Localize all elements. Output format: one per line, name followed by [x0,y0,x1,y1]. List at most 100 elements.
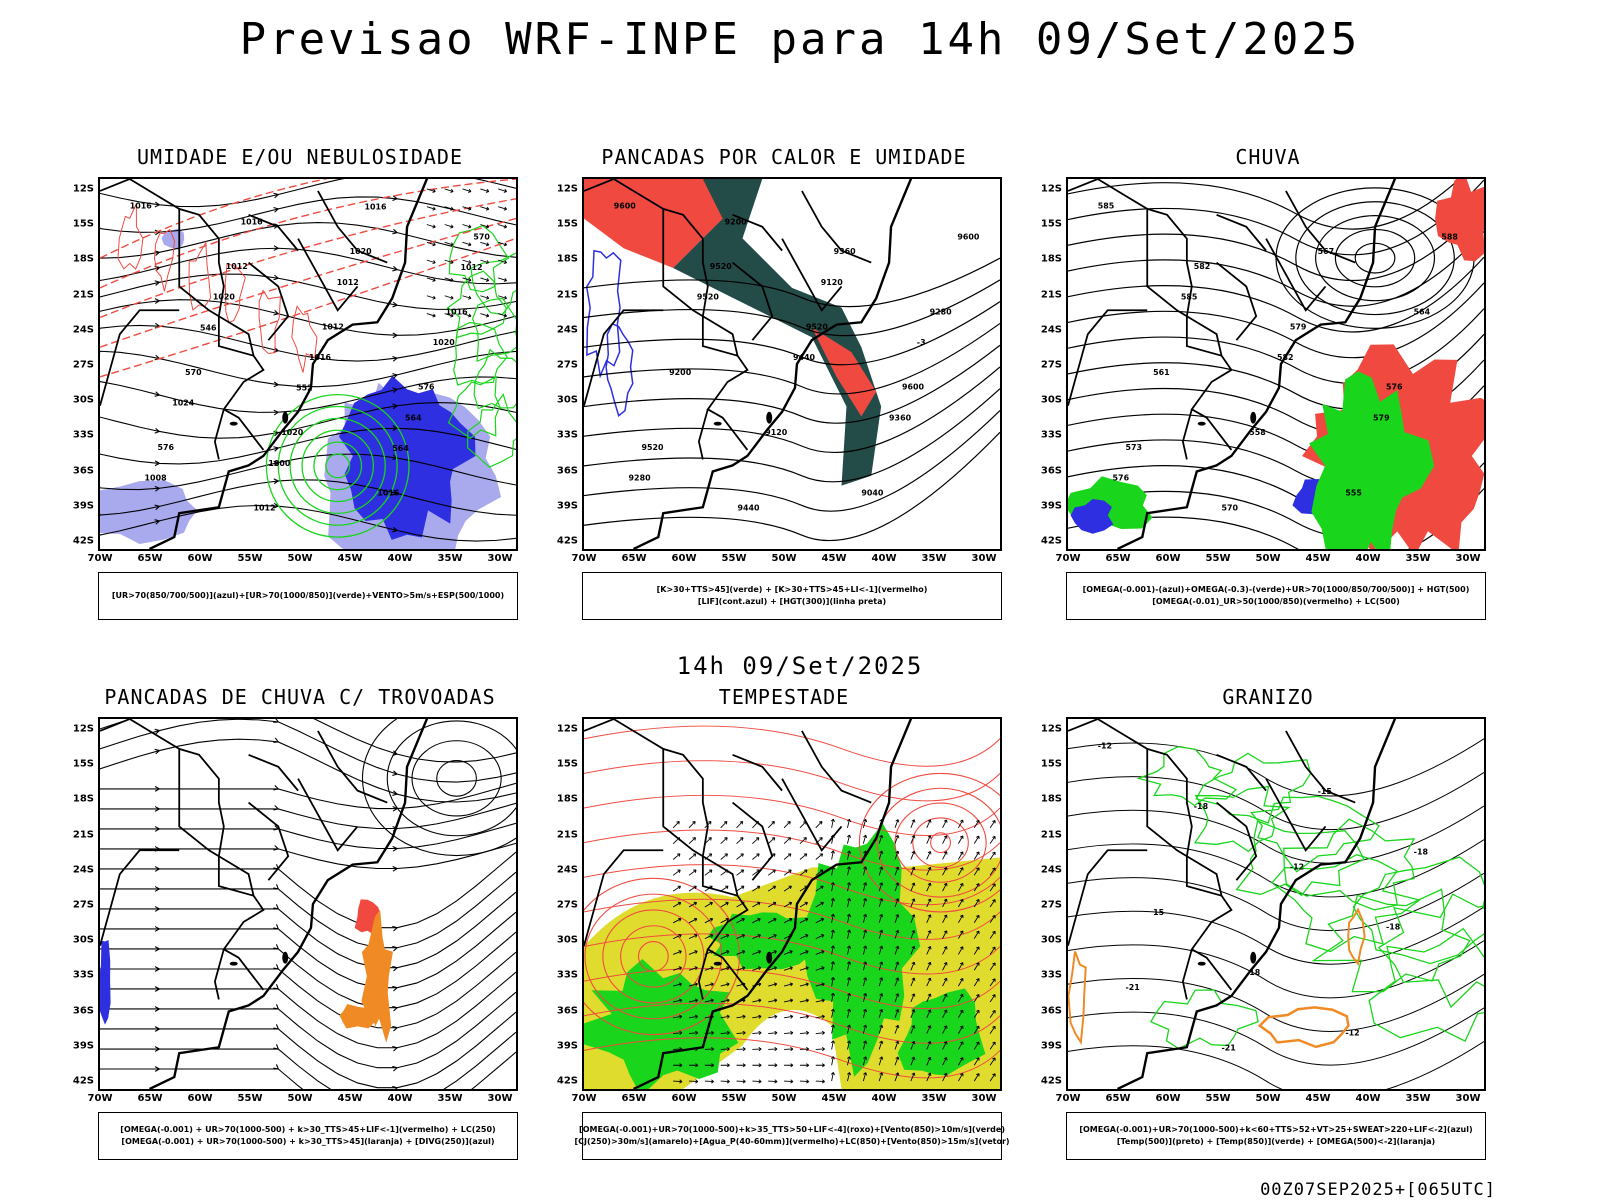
contour-label: 576 [418,383,435,392]
wind-vector [942,819,948,829]
flow-arrow [273,381,279,388]
flow-arrow [392,301,398,308]
wind-vector [720,901,729,908]
contour-line [258,289,281,355]
wind-vector [426,224,436,229]
wind-vector [989,899,996,908]
lon-tick-label: 40W [1355,1093,1381,1104]
wind-vector [736,885,745,892]
temp-500-contour [1068,772,1484,831]
panel-legend: [K>30+TTS>45](verde) + [K>30+TTS>45+LI<-… [582,572,1002,620]
wind-vector [989,994,996,1003]
streamline [584,829,1000,871]
lon-tick-label: 35W [1405,553,1431,564]
panel-pancadas-trovoadas: PANCADAS DE CHUVA C/ TROVOADAS 12S 15S 18S 2… [60,685,540,1165]
wind-vector [815,998,825,1003]
contour-line [100,719,516,763]
contour-line [100,179,516,208]
lat-tick-label: 24S [556,864,578,876]
contour-label: 9520 [697,293,720,302]
wind-vector [973,835,980,844]
wind-vector [847,866,852,876]
flow-arrow [273,446,279,452]
map-svg: -12 -18 -12 -18 -21 -21 -15 -18 15 18 -12 [1068,719,1484,1089]
wind-vector [815,1047,825,1052]
wind-vector [768,1014,778,1019]
wind-vector [784,1047,794,1052]
height-contour [1295,201,1455,316]
flow-arrow [273,1044,279,1050]
thickness-line [100,217,516,348]
wind-vector [942,946,948,955]
wind-vector [942,961,948,971]
lat-tick-label: 33S [72,969,94,981]
lat-tick-label: 27S [1040,359,1062,371]
wind-vector [462,259,472,265]
wind-vector [973,851,980,860]
contour-label: -12 [1345,1029,1359,1038]
wind-vector [462,206,472,211]
contour-label: 9600 [614,202,637,211]
lon-tick-label: 40W [387,553,413,564]
temp-850-contour [1193,785,1291,853]
flow-arrow [392,195,398,201]
lon-tick-label: 55W [721,553,747,564]
flow-arrow [154,728,160,735]
lon-tick-label: 50W [771,1093,797,1104]
wind-vector [752,1063,762,1068]
height-contour [1068,205,1484,282]
contour-label: 585 [1098,202,1115,211]
wind-vector [973,1057,980,1066]
wind-vector [989,1041,996,1050]
lon-tick-label: 40W [1355,553,1381,564]
wind-vector [784,1014,794,1019]
omega-contour [1257,1006,1350,1049]
flow-arrow [154,280,160,286]
wind-vector [894,993,900,1003]
panel-umidade: UMIDADE E/OU NEBULOSIDADE 12S 15S 18S 21S 24S… [60,145,540,625]
contour-label: 1016 [377,489,400,498]
contour-line [100,1051,516,1089]
contour-label: 558 [1249,428,1266,437]
contour-label: 1016 [364,203,387,212]
flow-arrow [154,427,160,434]
wind-vector [704,998,714,1003]
height-contour [584,257,1000,308]
flow-arrow [392,265,398,272]
wind-vector [862,818,868,828]
contour-label: 546 [200,323,217,332]
contour-line [100,991,516,1069]
temp-850-contour [1283,818,1416,911]
wind-vector [878,866,884,876]
wind-vector [783,982,794,987]
contour-line [471,297,516,363]
lon-tick-label: 35W [1405,1093,1431,1104]
temp-500-contour [1068,738,1484,797]
flow-arrow [154,946,160,952]
country-border [781,238,843,312]
lat-tick-label: 33S [72,429,94,441]
lat-tick-label: 30S [556,934,578,946]
contour-label: 1020 [350,247,373,256]
contour-label: 1024 [172,399,195,408]
lon-tick-label: 65W [1105,553,1131,564]
country-border [213,949,225,1000]
wind-vector [815,950,825,955]
wind-vector [973,819,980,829]
lat-tick-label: 39S [72,500,94,512]
panel-legend: [OMEGA(-0.001) + UR>70(1000-500) + k>30_… [98,1112,518,1160]
contour-label: 555 [1345,489,1362,498]
wind-vector [958,1057,964,1066]
lon-tick-label: 55W [1205,553,1231,564]
contour-line [291,305,318,373]
contour-label: 1012 [337,278,359,287]
temp-850-contour [1352,856,1484,965]
flow-arrow [392,925,398,932]
omega-contour [1068,951,1087,1046]
wind-vector [720,837,728,844]
wind-vector [752,837,760,844]
country-border [732,261,774,341]
contour-label: 552 [296,384,313,393]
contour-line [100,427,516,465]
wind-vector [799,998,809,1003]
